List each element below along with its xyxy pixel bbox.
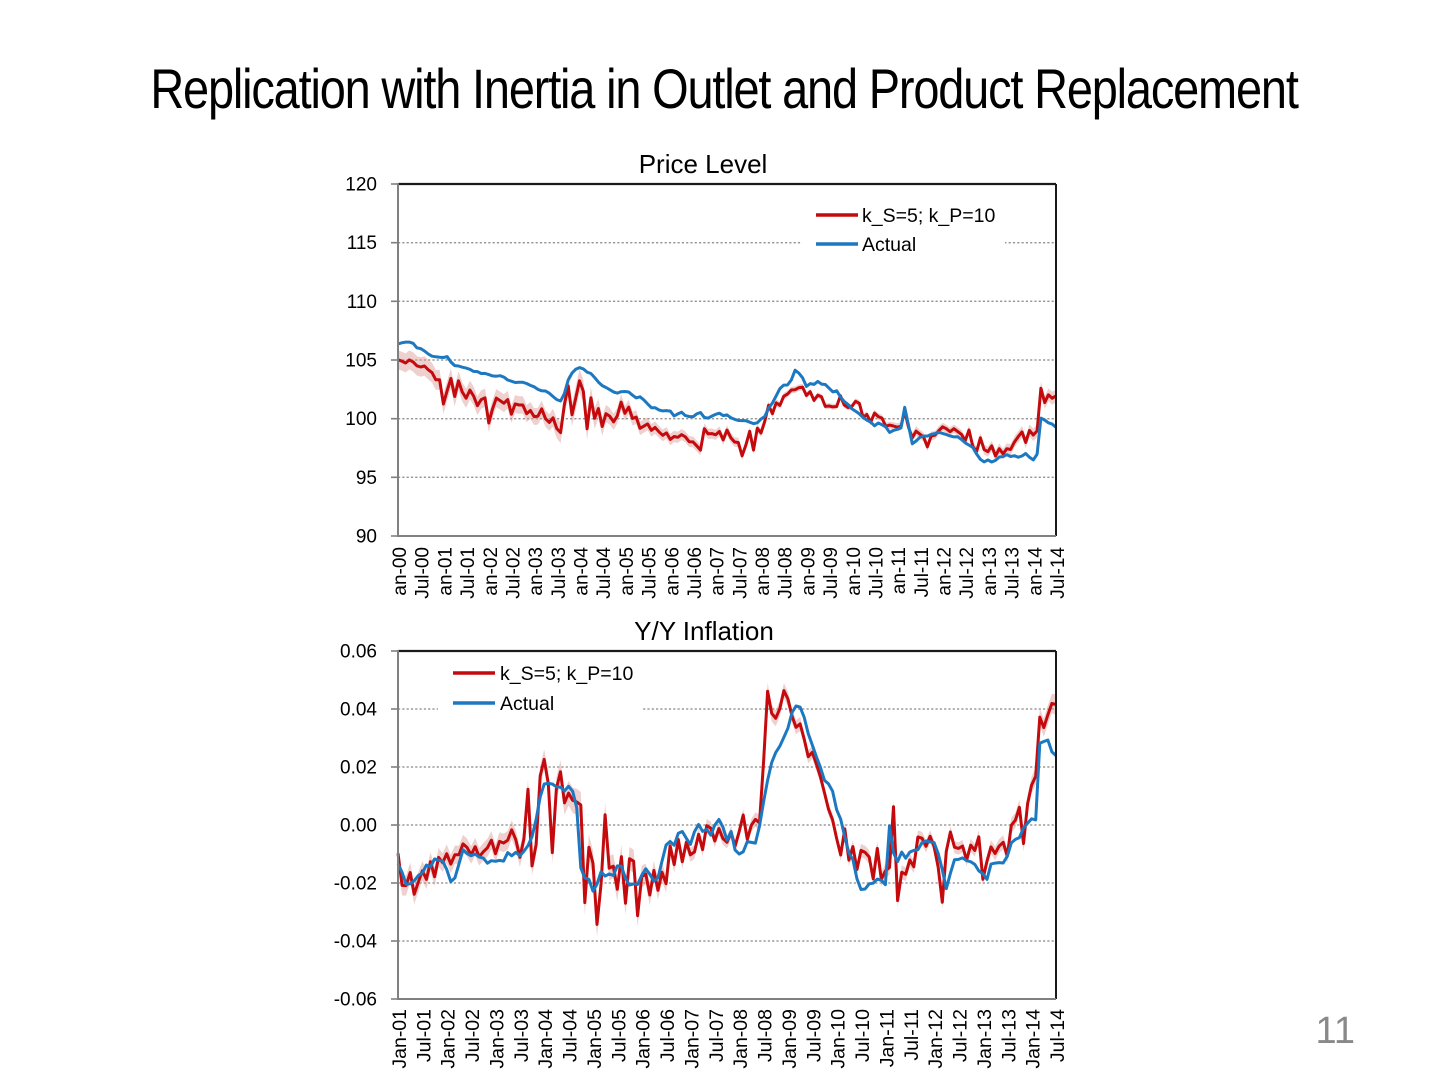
svg-text:Jul-11: Jul-11 (901, 1009, 923, 1061)
svg-text:Jan-04: Jan-04 (535, 1009, 557, 1069)
svg-text:Jul-05: Jul-05 (608, 1009, 630, 1062)
svg-text:Y/Y Inflation: Y/Y Inflation (634, 616, 774, 646)
svg-text:Jan-03: Jan-03 (487, 1009, 509, 1069)
svg-text:k_S=5; k_P=10: k_S=5; k_P=10 (500, 663, 634, 685)
svg-text:Jan-11: Jan-11 (876, 1009, 898, 1067)
svg-text:115: 115 (347, 233, 377, 254)
svg-text:an-10: an-10 (844, 547, 865, 596)
svg-text:Jul-07: Jul-07 (706, 1009, 728, 1062)
svg-text:an-05: an-05 (617, 547, 638, 596)
svg-text:Jan-10: Jan-10 (828, 1009, 850, 1069)
svg-text:an-02: an-02 (481, 547, 502, 596)
svg-text:an-14: an-14 (1025, 547, 1046, 596)
svg-text:Jul-13: Jul-13 (1003, 547, 1024, 599)
svg-text:Jul-02: Jul-02 (462, 1009, 484, 1062)
svg-text:Jul-05: Jul-05 (640, 547, 661, 599)
svg-text:0.02: 0.02 (340, 758, 377, 779)
svg-text:-0.06: -0.06 (334, 990, 377, 1011)
svg-text:an-09: an-09 (798, 547, 819, 596)
svg-text:Jul-07: Jul-07 (730, 547, 751, 599)
svg-text:an-04: an-04 (572, 547, 593, 596)
svg-text:Jul-13: Jul-13 (998, 1009, 1020, 1062)
svg-text:90: 90 (356, 527, 377, 548)
svg-text:Jul-12: Jul-12 (957, 547, 978, 599)
svg-text:Jul-11: Jul-11 (912, 547, 933, 597)
svg-text:Jan-02: Jan-02 (438, 1009, 460, 1069)
svg-text:Actual: Actual (862, 234, 916, 256)
svg-text:Jan-01: Jan-01 (389, 1009, 411, 1069)
svg-text:Jul-14: Jul-14 (1047, 1009, 1069, 1062)
svg-text:Actual: Actual (500, 693, 554, 715)
svg-text:-0.04: -0.04 (334, 932, 378, 953)
svg-text:Jan-08: Jan-08 (730, 1009, 752, 1069)
svg-text:an-01: an-01 (435, 547, 456, 596)
svg-text:Price Level: Price Level (639, 149, 768, 179)
svg-text:105: 105 (345, 351, 377, 372)
svg-text:Jul-04: Jul-04 (594, 547, 615, 599)
svg-text:Jul-09: Jul-09 (821, 547, 842, 599)
svg-text:an-08: an-08 (753, 547, 774, 596)
svg-text:0.04: 0.04 (340, 700, 377, 721)
svg-text:Jul-09: Jul-09 (803, 1009, 825, 1062)
svg-text:Replication with Inertia in Ou: Replication with Inertia in Outlet and P… (150, 57, 1298, 120)
svg-text:100: 100 (345, 409, 377, 430)
svg-text:an-11: an-11 (889, 547, 910, 594)
svg-text:an-07: an-07 (708, 547, 729, 596)
svg-text:Jul-01: Jul-01 (413, 1009, 435, 1062)
svg-text:-0.02: -0.02 (334, 874, 377, 895)
svg-text:Jul-08: Jul-08 (776, 547, 797, 599)
svg-text:110: 110 (347, 292, 377, 313)
svg-text:an-03: an-03 (526, 547, 547, 596)
svg-text:Jul-06: Jul-06 (657, 1009, 679, 1062)
svg-text:Jul-12: Jul-12 (950, 1009, 972, 1062)
svg-text:an-12: an-12 (935, 547, 956, 596)
svg-text:an-13: an-13 (980, 547, 1001, 596)
svg-text:Jan-09: Jan-09 (779, 1009, 801, 1069)
svg-text:0.06: 0.06 (340, 642, 377, 663)
svg-text:Jan-13: Jan-13 (974, 1009, 996, 1069)
svg-text:Jul-03: Jul-03 (511, 1009, 533, 1062)
svg-text:k_S=5; k_P=10: k_S=5; k_P=10 (862, 205, 996, 227)
svg-text:Jul-03: Jul-03 (549, 547, 570, 599)
svg-text:an-06: an-06 (662, 547, 683, 596)
svg-text:Jul-02: Jul-02 (503, 547, 524, 599)
svg-text:Jul-06: Jul-06 (685, 547, 706, 599)
svg-text:11: 11 (1316, 1010, 1355, 1052)
svg-text:Jul-01: Jul-01 (458, 547, 479, 599)
svg-text:an-00: an-00 (390, 547, 411, 596)
svg-text:Jan-07: Jan-07 (681, 1009, 703, 1069)
svg-text:95: 95 (356, 468, 377, 489)
svg-text:0.00: 0.00 (340, 816, 377, 837)
svg-text:Jan-12: Jan-12 (925, 1009, 947, 1069)
svg-text:Jul-14: Jul-14 (1048, 547, 1069, 599)
svg-text:Jan-06: Jan-06 (633, 1009, 655, 1069)
svg-text:120: 120 (345, 175, 377, 196)
svg-text:Jul-08: Jul-08 (755, 1009, 777, 1062)
svg-text:Jul-04: Jul-04 (560, 1009, 582, 1062)
svg-text:Jan-05: Jan-05 (584, 1009, 606, 1069)
svg-text:Jul-10: Jul-10 (867, 547, 888, 599)
svg-text:Jan-14: Jan-14 (1023, 1009, 1045, 1069)
svg-text:Jul-10: Jul-10 (852, 1009, 874, 1062)
svg-text:Jul-00: Jul-00 (413, 547, 434, 599)
